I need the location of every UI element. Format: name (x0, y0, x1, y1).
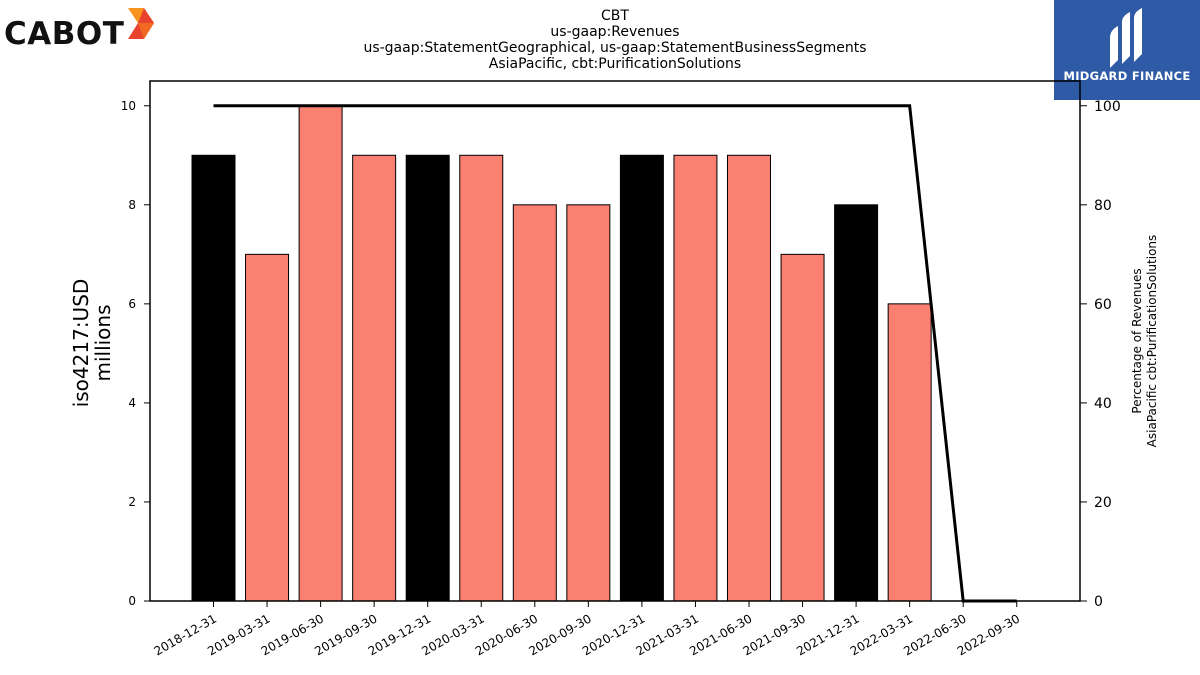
y-axis-left: 0 2 4 6 8 10 (121, 99, 150, 608)
y2-axis-label-line: AsiaPacific cbt:PurificationSolutions (1145, 235, 1159, 448)
chart-title-line: us-gaap:StatementGeographical, us-gaap:S… (363, 40, 866, 56)
y-tick-label: 6 (128, 297, 136, 311)
midgard-finance-logo: MIDGARD FINANCE (1054, 0, 1200, 100)
plot-frame (149, 80, 1081, 602)
bar (352, 154, 397, 602)
bar (887, 303, 932, 602)
y-tick-label: 0 (128, 594, 136, 608)
chart-title-line: CBT (601, 8, 629, 24)
y-axis-right: 0 20 40 60 80 100 (1080, 99, 1121, 610)
bar (512, 204, 557, 602)
y2-axis-label-line: Percentage of Revenues (1130, 268, 1144, 413)
y-tick-label: 2 (128, 495, 136, 509)
y-tick-label: 8 (128, 198, 136, 212)
bar (834, 204, 879, 602)
y2-tick-label: 0 (1094, 594, 1103, 610)
y2-tick-label: 60 (1094, 297, 1112, 313)
x-axis: 2018-12-312019-03-312019-06-302019-09-30… (152, 601, 1022, 658)
cabot-logo: CABOT (4, 4, 164, 60)
y-axis-label-line: millions (91, 304, 115, 381)
y2-tick-label: 20 (1094, 495, 1112, 511)
bar (566, 204, 611, 602)
bar (298, 105, 343, 602)
chart-title: CBTus-gaap:Revenuesus-gaap:StatementGeog… (363, 8, 866, 72)
percentage-line-series (213, 104, 1017, 603)
y2-tick-label: 100 (1094, 99, 1121, 115)
cabot-flame-icon (128, 8, 154, 39)
bar (780, 253, 825, 602)
bar (191, 154, 236, 602)
bar (405, 154, 450, 602)
bar (727, 154, 771, 602)
midgard-logo-text: MIDGARD FINANCE (1063, 69, 1191, 83)
y-axis-label-line: iso4217:USD (69, 279, 93, 408)
y2-tick-label: 80 (1094, 198, 1112, 214)
bar (673, 154, 718, 602)
y-tick-label: 10 (121, 99, 136, 113)
midgard-rune-icon (1110, 8, 1142, 68)
chart-title-line: AsiaPacific, cbt:PurificationSolutions (489, 56, 741, 72)
bar-series (191, 105, 932, 602)
y2-tick-label: 40 (1094, 396, 1112, 412)
bar (245, 253, 290, 602)
bar (619, 154, 664, 602)
cabot-logo-text: CABOT (4, 16, 125, 52)
percentage-line (213, 104, 1017, 603)
y2-axis-label: Percentage of Revenues AsiaPacific cbt:Pu… (1130, 235, 1159, 448)
chart-title-line: us-gaap:Revenues (550, 24, 679, 40)
bar (459, 154, 504, 602)
y-tick-label: 4 (128, 396, 136, 410)
